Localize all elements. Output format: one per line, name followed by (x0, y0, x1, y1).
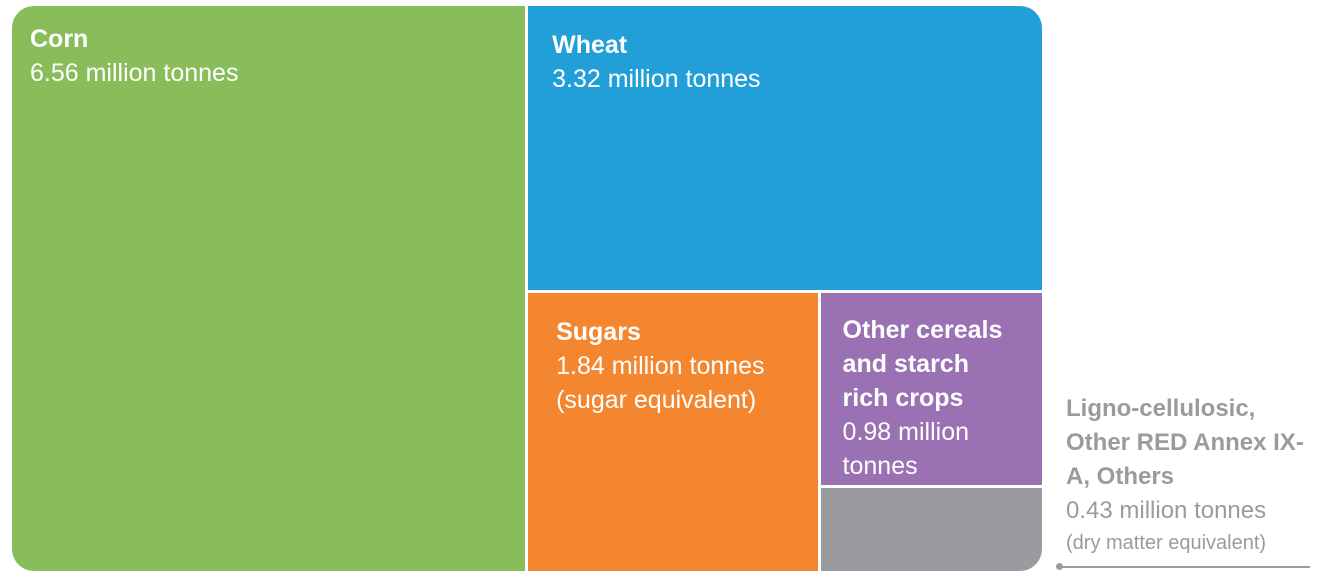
treemap-cell: Corn 6.56 million tonnes (12, 6, 526, 571)
leader-line (1058, 566, 1310, 568)
treemap-cell (820, 487, 1042, 571)
treemap-cell: Other cereals and starch rich crops 0.98 … (820, 293, 1042, 485)
value-label: 6.56 million tonnes (30, 59, 239, 87)
category-label: Other cereals and starch rich crops (842, 316, 1003, 412)
category-label: Corn (30, 25, 89, 53)
value-label: 1.84 million tonnes (556, 352, 765, 380)
value-label: 3.32 million tonnes (552, 65, 761, 93)
category-label: Ligno-cellulosic, Other RED Annex IX-A, … (1066, 395, 1304, 490)
category-label: Wheat (552, 31, 628, 59)
annotation: (dry matter equivalent) (1066, 532, 1267, 554)
outside-label: Ligno-cellulosic, Other RED Annex IX-A, … (1066, 392, 1316, 558)
value-label: 0.98 million tonnes (842, 418, 969, 480)
treemap: Corn 6.56 million tonnes Wheat 3.32 million… (12, 6, 1042, 571)
annotation: (sugar equivalent) (556, 386, 757, 414)
treemap-cell: Wheat 3.32 million tonnes (528, 6, 1042, 290)
category-label: Sugars (556, 318, 641, 346)
treemap-cell: Sugars 1.84 million tonnes (sugar equivale… (528, 293, 818, 571)
value-label: 0.43 million tonnes (1066, 497, 1267, 524)
leader-dot (1056, 563, 1063, 570)
